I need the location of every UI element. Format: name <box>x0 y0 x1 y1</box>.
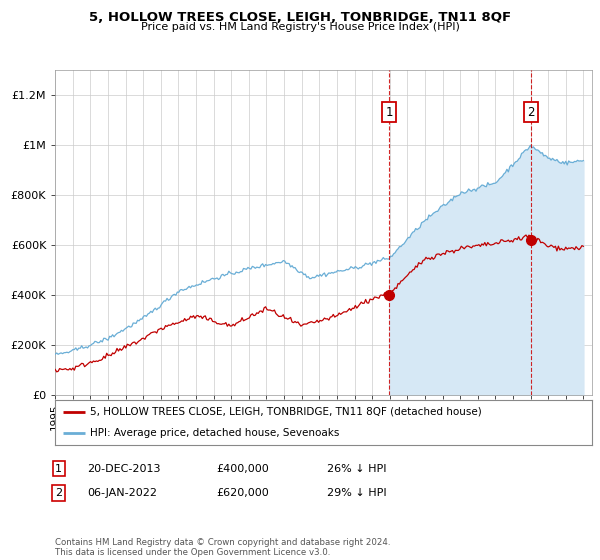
Text: HPI: Average price, detached house, Sevenoaks: HPI: Average price, detached house, Seve… <box>90 428 340 438</box>
Text: 06-JAN-2022: 06-JAN-2022 <box>87 488 157 498</box>
Text: 2: 2 <box>55 488 62 498</box>
Text: 1: 1 <box>55 464 62 474</box>
Text: £400,000: £400,000 <box>216 464 269 474</box>
Text: 2: 2 <box>527 106 535 119</box>
Text: 5, HOLLOW TREES CLOSE, LEIGH, TONBRIDGE, TN11 8QF: 5, HOLLOW TREES CLOSE, LEIGH, TONBRIDGE,… <box>89 11 511 24</box>
Text: 29% ↓ HPI: 29% ↓ HPI <box>327 488 386 498</box>
Text: 5, HOLLOW TREES CLOSE, LEIGH, TONBRIDGE, TN11 8QF (detached house): 5, HOLLOW TREES CLOSE, LEIGH, TONBRIDGE,… <box>90 407 482 417</box>
Text: Contains HM Land Registry data © Crown copyright and database right 2024.
This d: Contains HM Land Registry data © Crown c… <box>55 538 391 557</box>
Text: 20-DEC-2013: 20-DEC-2013 <box>87 464 161 474</box>
Text: Price paid vs. HM Land Registry's House Price Index (HPI): Price paid vs. HM Land Registry's House … <box>140 22 460 32</box>
Text: 26% ↓ HPI: 26% ↓ HPI <box>327 464 386 474</box>
Text: 1: 1 <box>385 106 393 119</box>
Text: £620,000: £620,000 <box>216 488 269 498</box>
